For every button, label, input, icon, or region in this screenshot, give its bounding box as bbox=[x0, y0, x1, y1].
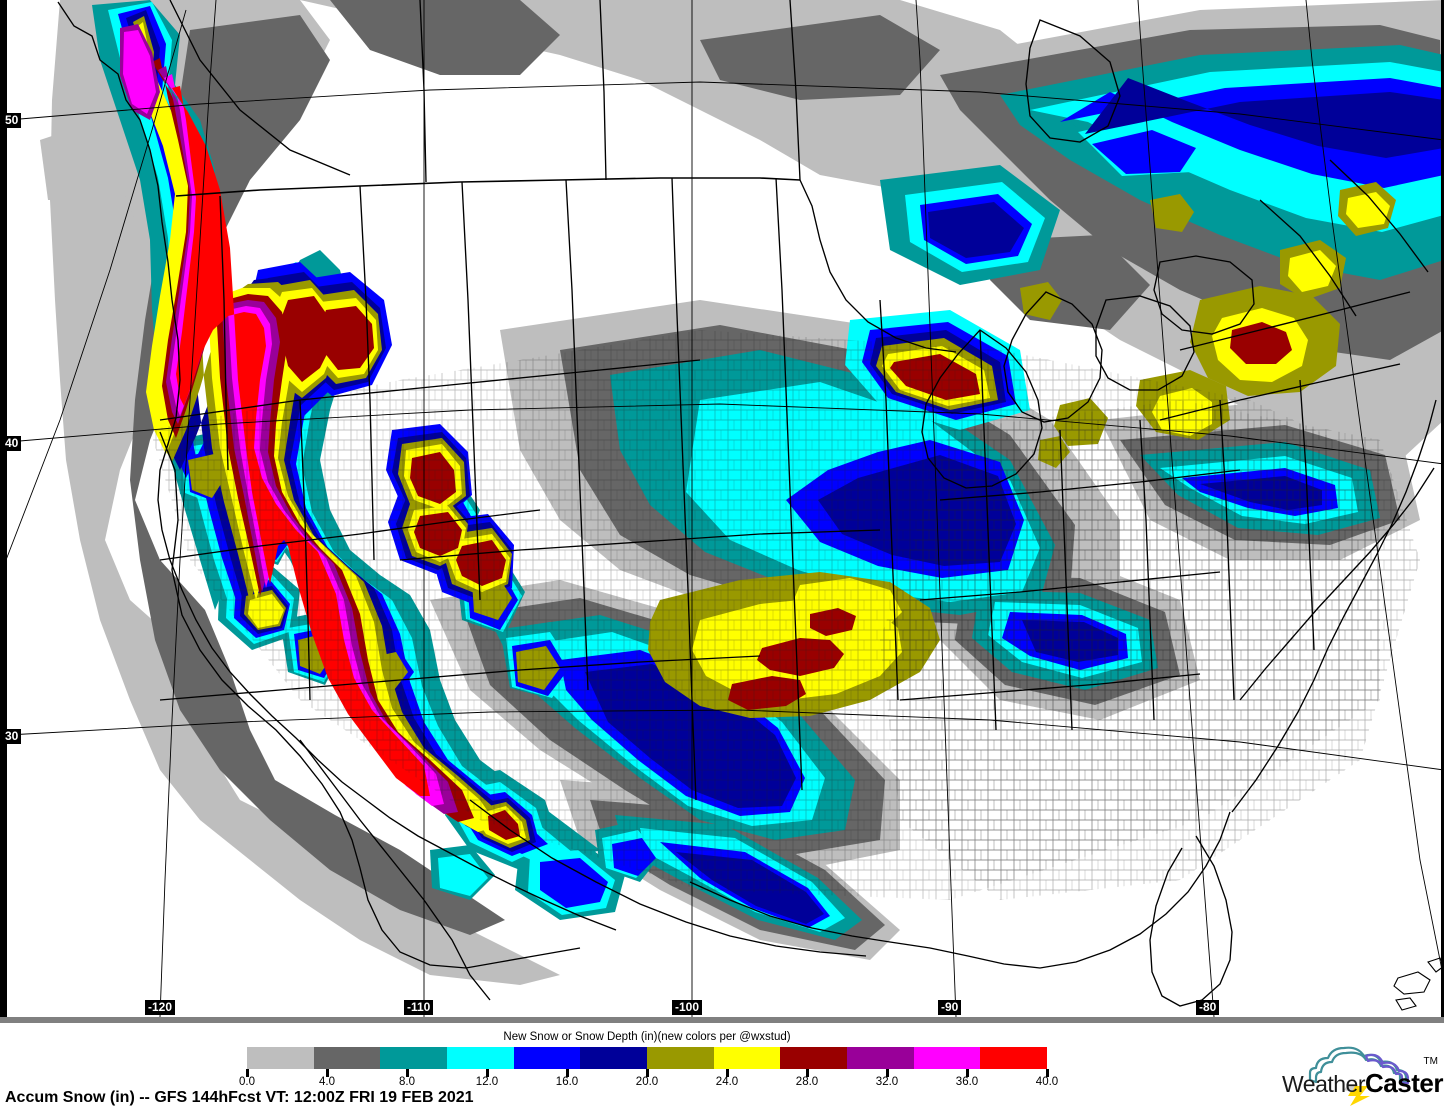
logo-weather-text: Weather bbox=[1282, 1071, 1366, 1097]
colorbar-swatches[interactable] bbox=[247, 1047, 1048, 1069]
colorbar-swatch-6 bbox=[647, 1047, 714, 1069]
colorbar-tick-label-9: 36.0 bbox=[955, 1076, 979, 1088]
colorbar-swatch-4 bbox=[513, 1047, 581, 1069]
latitude-label-40: 40 bbox=[2, 436, 22, 451]
product-caption: Accum Snow (in) -- GFS 144hFcst VT: 12:0… bbox=[5, 1089, 474, 1106]
colorbar-tick-label-1: 4.0 bbox=[319, 1076, 335, 1088]
colorbar-tick-label-6: 24.0 bbox=[715, 1076, 739, 1088]
colorbar-tick-2 bbox=[406, 1069, 409, 1077]
political-boundaries bbox=[57, 0, 1437, 1007]
graticule bbox=[5, 0, 1444, 1017]
colorbar-swatch-5 bbox=[580, 1047, 648, 1069]
colorbar-swatch-3 bbox=[447, 1047, 514, 1069]
colorbar-tick-label-0: 0.0 bbox=[239, 1076, 255, 1088]
colorbar-tick-8 bbox=[886, 1069, 889, 1077]
colorbar-legend: New Snow or Snow Depth (in)(new colors p… bbox=[0, 1023, 1444, 1088]
colorbar-swatch-7 bbox=[713, 1047, 781, 1069]
latitude-label-50: 50 bbox=[2, 113, 22, 128]
colorbar-tick-label-7: 28.0 bbox=[795, 1076, 819, 1088]
colorbar-swatch-2 bbox=[380, 1047, 448, 1069]
colorbar-tick-label-2: 8.0 bbox=[399, 1076, 415, 1088]
colorbar-tick-label-5: 20.0 bbox=[635, 1076, 659, 1088]
longitude-label-80: -80 bbox=[1196, 1000, 1220, 1015]
colorbar-swatch-9 bbox=[847, 1047, 914, 1069]
logo-trademark: TM bbox=[1423, 1056, 1438, 1067]
colorbar-tick-5 bbox=[646, 1069, 649, 1077]
colorbar-tick-7 bbox=[806, 1069, 809, 1077]
longitude-label-100: -100 bbox=[672, 1000, 703, 1015]
map-left-border bbox=[0, 0, 7, 1017]
colorbar-tick-4 bbox=[566, 1069, 569, 1077]
logo-caster-text: Caster bbox=[1365, 1068, 1443, 1098]
colorbar-tick-1 bbox=[326, 1069, 329, 1077]
logo-cloud-icon bbox=[1308, 1046, 1410, 1106]
colorbar-swatch-11 bbox=[980, 1047, 1048, 1069]
map-canvas[interactable] bbox=[0, 0, 1444, 1017]
longitude-label-120: -120 bbox=[145, 1000, 176, 1015]
colorbar-tick-label-8: 32.0 bbox=[875, 1076, 899, 1088]
weathercaster-logo[interactable]: WeatherCaster TM bbox=[1282, 1040, 1443, 1106]
longitude-label-110: -110 bbox=[404, 1000, 434, 1015]
offshore-islands bbox=[1393, 957, 1444, 1011]
colorbar-tick-label-10: 40.0 bbox=[1035, 1076, 1059, 1088]
map-right-border bbox=[1441, 0, 1444, 1017]
colorbar-swatch-8 bbox=[780, 1047, 848, 1069]
colorbar-title: New Snow or Snow Depth (in)(new colors p… bbox=[503, 1031, 791, 1043]
longitude-label-90: -90 bbox=[938, 1000, 962, 1015]
colorbar-swatch-0 bbox=[247, 1047, 314, 1069]
county-boundaries-east bbox=[880, 400, 1420, 900]
logo-wordmark: WeatherCaster bbox=[1282, 1068, 1443, 1098]
colorbar-tick-label-3: 12.0 bbox=[475, 1076, 499, 1088]
colorbar-tick-10 bbox=[1046, 1069, 1049, 1077]
colorbar-tick-labels: 0.0 4.0 8.0 12.0 16.0 20.0 24.0 28.0 32.0 36.0 40.… bbox=[239, 1076, 1058, 1090]
colorbar-swatch-1 bbox=[313, 1047, 381, 1069]
contour-band-max bbox=[172, 86, 430, 796]
colorbar-tick-0 bbox=[246, 1069, 249, 1077]
colorbar-tick-label-4: 16.0 bbox=[555, 1076, 579, 1088]
latitude-label-30: 30 bbox=[2, 729, 22, 744]
colorbar-tick-6 bbox=[726, 1069, 729, 1077]
colorbar-tick-3 bbox=[486, 1069, 489, 1077]
forecast-map[interactable]: 50 40 30 -120 -110 -100 -90 -80 bbox=[0, 0, 1444, 1017]
colorbar-swatch-10 bbox=[913, 1047, 981, 1069]
map-separator bbox=[0, 1017, 1444, 1023]
colorbar-tick-9 bbox=[966, 1069, 969, 1077]
colorbar-ticks bbox=[246, 1069, 1049, 1077]
